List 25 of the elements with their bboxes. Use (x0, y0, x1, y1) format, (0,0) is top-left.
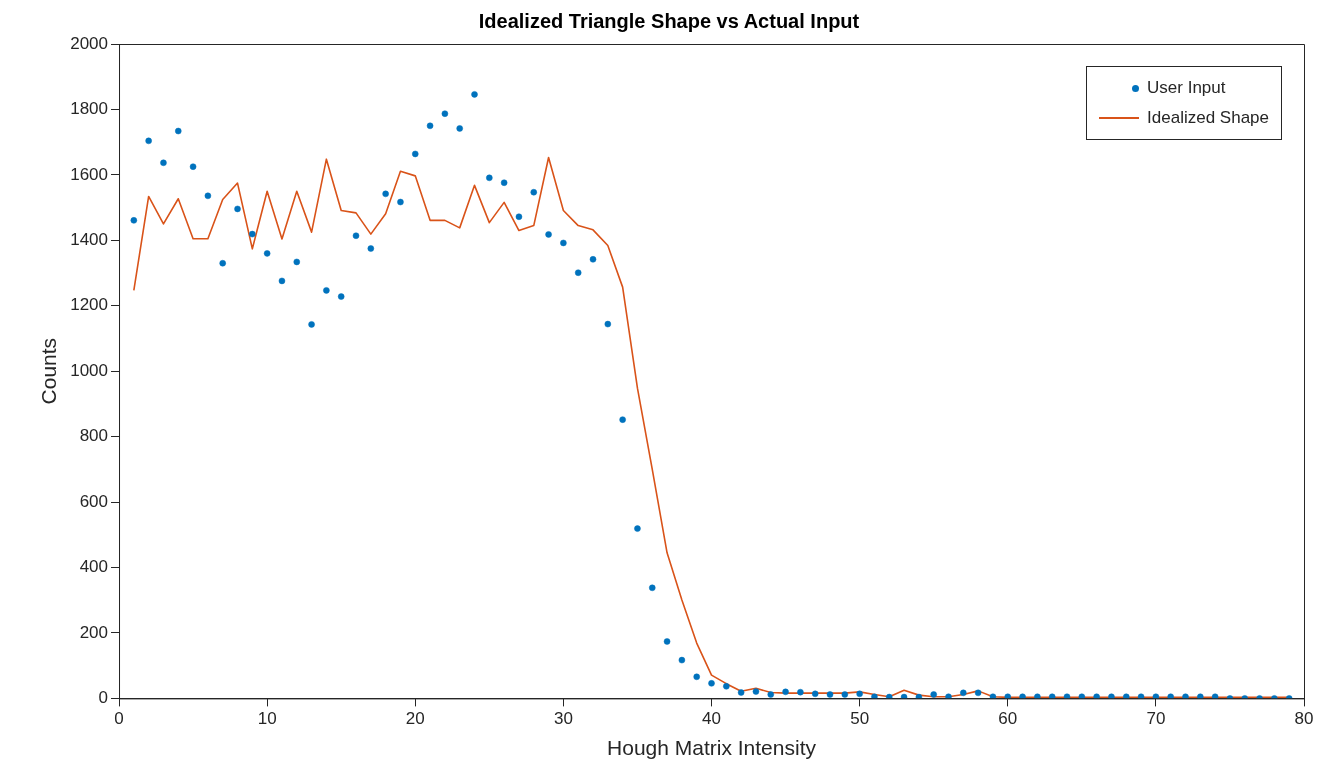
y-tick-label: 1800 (70, 99, 109, 119)
x-axis-title: Hough Matrix Intensity (607, 736, 817, 760)
x-tick-label: 30 (553, 709, 573, 729)
y-tick-label: 600 (79, 491, 109, 511)
y-tick-label: 800 (79, 426, 109, 446)
y-axis-title: Counts (37, 337, 61, 405)
x-tick-label: 40 (702, 709, 721, 729)
y-tick-label: 1600 (70, 164, 109, 184)
x-tick-label: 70 (1146, 709, 1166, 729)
x-tick-label: 0 (114, 709, 124, 729)
x-tick-label: 50 (850, 709, 870, 729)
y-tick-label: 0 (98, 688, 109, 708)
x-tick-label: 60 (998, 709, 1018, 729)
legend-label: Idealized Shape (1147, 108, 1269, 128)
y-tick-label: 200 (79, 622, 109, 642)
x-tick-label: 20 (405, 709, 425, 729)
legend-label: User Input (1147, 78, 1226, 98)
x-tick-label: 80 (1294, 709, 1314, 729)
y-tick-label: 1400 (70, 230, 109, 250)
y-tick-label: 1000 (70, 360, 109, 380)
chart-title: Idealized Triangle Shape vs Actual Input (478, 9, 860, 32)
y-tick-label: 2000 (70, 33, 109, 53)
y-tick-label: 400 (79, 557, 109, 577)
x-tick-label: 10 (257, 709, 277, 729)
y-tick-label: 1200 (70, 295, 109, 315)
